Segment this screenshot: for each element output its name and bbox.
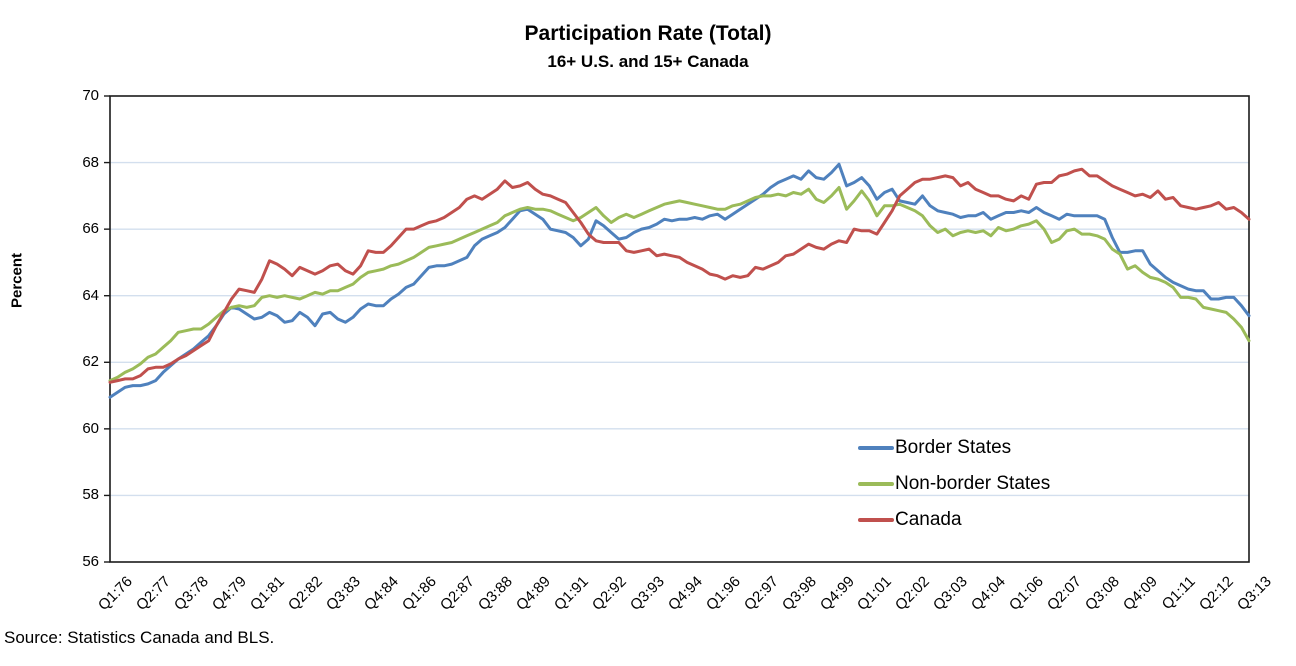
- border-states-line-swatch: [858, 446, 894, 450]
- source-note: Source: Statistics Canada and BLS.: [4, 628, 275, 647]
- y-tick-label: 56: [82, 553, 99, 570]
- y-tick-label: 68: [82, 153, 99, 171]
- y-tick-label: 60: [82, 419, 99, 437]
- legend-item-canada: Canada: [858, 502, 1050, 538]
- canada-line-swatch: [858, 518, 894, 522]
- y-tick-label: 62: [82, 353, 99, 371]
- legend-label: Canada: [895, 509, 962, 530]
- chart-title: Participation Rate (Total): [524, 22, 772, 45]
- y-tick-label: 66: [82, 220, 99, 238]
- non-border-states-line-swatch: [858, 482, 894, 486]
- chart-subtitle: 16+ U.S. and 15+ Canada: [547, 52, 749, 71]
- series-line-non-border-states: [108, 186, 1251, 383]
- series-line-canada: [108, 167, 1251, 384]
- legend: Border States Non-border States Canada: [858, 430, 1050, 538]
- plot-border: [109, 95, 1250, 563]
- legend-item-non-border-states: Non-border States: [858, 466, 1050, 502]
- legend-label: Non-border States: [895, 473, 1051, 494]
- y-tick-label: 70: [82, 87, 99, 104]
- y-tick-label: 58: [82, 486, 99, 504]
- legend-item-border-states: Border States: [858, 430, 1050, 466]
- legend-label: Border States: [895, 437, 1012, 458]
- series-line-border-states: [108, 162, 1251, 399]
- y-tick-label: 64: [82, 286, 99, 304]
